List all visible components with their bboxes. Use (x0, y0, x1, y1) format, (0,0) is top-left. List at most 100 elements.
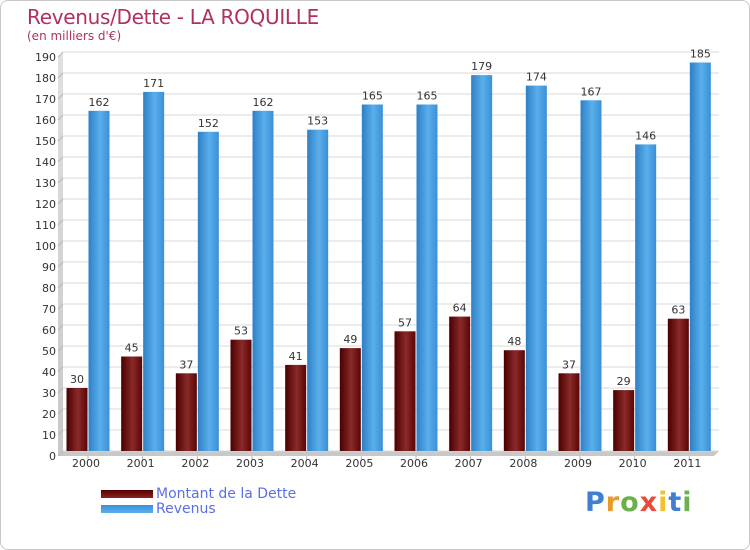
y-tick-label: 140 (35, 156, 56, 169)
y-tick (57, 303, 64, 310)
bar-revenus (143, 91, 165, 452)
bar-revenus (525, 85, 547, 451)
bar-debt (503, 350, 525, 451)
data-label-debt: 37 (179, 358, 193, 371)
x-tick-label: 2001 (127, 457, 155, 470)
y-axis-wall (58, 52, 63, 456)
x-tick-label: 2009 (564, 457, 592, 470)
y-tick-label: 10 (42, 429, 56, 442)
plot-area (63, 52, 719, 451)
legend-label-revenus: Revenus (156, 501, 216, 517)
bar-debt (339, 348, 361, 451)
bar-debt (230, 339, 252, 451)
bar-revenus (361, 104, 383, 451)
data-label-debt: 45 (125, 342, 139, 355)
y-tick (57, 177, 64, 184)
data-label-debt: 63 (671, 304, 685, 317)
data-label-debt: 30 (70, 373, 84, 386)
x-tick-label: 2000 (72, 457, 100, 470)
bar-revenus (689, 62, 711, 451)
logo-letter: r (605, 487, 621, 518)
bar-debt (394, 331, 416, 451)
bar-debt (285, 364, 307, 451)
y-tick (57, 366, 64, 373)
y-tick-label: 130 (35, 177, 56, 190)
y-tick (57, 408, 64, 415)
y-tick-label: 160 (35, 114, 56, 127)
x-tick-label: 2008 (509, 457, 537, 470)
bar-revenus (197, 131, 219, 452)
y-tick (57, 72, 64, 79)
y-tick-label: 120 (35, 198, 56, 211)
y-tick-label: 100 (35, 240, 56, 253)
x-tick-label: 2007 (455, 457, 483, 470)
bar-revenus (580, 100, 602, 452)
y-tick-label: 30 (42, 387, 56, 400)
y-tick-label: 90 (42, 261, 56, 274)
chart-subtitle: (en milliers d'€) (27, 29, 122, 43)
y-tick (57, 51, 64, 58)
bar-debt (558, 373, 580, 451)
data-label-revenus: 171 (143, 77, 164, 90)
logo-letter: P (585, 487, 606, 518)
bar-debt (449, 316, 471, 451)
bar-debt (121, 356, 143, 451)
bar-revenus (471, 75, 493, 451)
y-tick-label: 20 (42, 408, 56, 421)
data-label-debt: 29 (617, 375, 631, 388)
x-tick-label: 2002 (181, 457, 209, 470)
y-tick (57, 450, 64, 457)
y-tick-label: 110 (35, 219, 56, 232)
x-tick-label: 2010 (619, 457, 647, 470)
data-label-debt: 41 (289, 350, 303, 363)
x-axis-floor (58, 451, 719, 456)
data-label-revenus: 152 (198, 117, 219, 130)
logo-letter: t (668, 487, 683, 518)
bar-revenus (635, 144, 657, 451)
logo-letter: i (682, 487, 693, 518)
y-tick-label: 40 (42, 366, 56, 379)
y-tick (57, 282, 64, 289)
data-label-revenus: 185 (690, 48, 711, 61)
legend-swatch-debt (101, 490, 153, 498)
y-tick-label: 0 (49, 450, 56, 463)
y-tick (57, 387, 64, 394)
data-label-revenus: 167 (581, 85, 602, 98)
bar-revenus (88, 110, 110, 452)
bar-debt (613, 390, 635, 451)
bar-debt (175, 373, 197, 451)
y-tick (57, 219, 64, 226)
y-tick (57, 324, 64, 331)
y-tick (57, 93, 64, 100)
data-label-revenus: 162 (253, 96, 274, 109)
y-tick (57, 261, 64, 268)
data-label-revenus: 165 (362, 90, 383, 103)
y-tick (57, 135, 64, 142)
bar-debt (667, 318, 689, 451)
y-tick (57, 156, 64, 163)
bar-debt (66, 388, 88, 451)
y-tick-label: 70 (42, 303, 56, 316)
y-tick-label: 190 (35, 51, 56, 64)
data-label-debt: 57 (398, 316, 412, 329)
data-label-debt: 37 (562, 358, 576, 371)
y-tick-label: 80 (42, 282, 56, 295)
y-tick (57, 198, 64, 205)
y-tick (57, 114, 64, 121)
x-tick-label: 2004 (291, 457, 319, 470)
logo-letter: x (639, 487, 659, 518)
x-tick-label: 2005 (345, 457, 373, 470)
legend-label-debt: Montant de la Dette (156, 486, 297, 502)
y-tick (57, 429, 64, 436)
bar-revenus (252, 110, 274, 452)
x-tick-label: 2011 (673, 457, 701, 470)
legend-swatch-revenus (101, 505, 153, 513)
y-tick-label: 50 (42, 345, 56, 358)
bar-revenus (307, 129, 329, 451)
y-tick-label: 60 (42, 324, 56, 337)
x-tick-label: 2003 (236, 457, 264, 470)
data-label-revenus: 146 (635, 129, 656, 142)
bar-revenus (416, 104, 438, 451)
y-tick (57, 240, 64, 247)
